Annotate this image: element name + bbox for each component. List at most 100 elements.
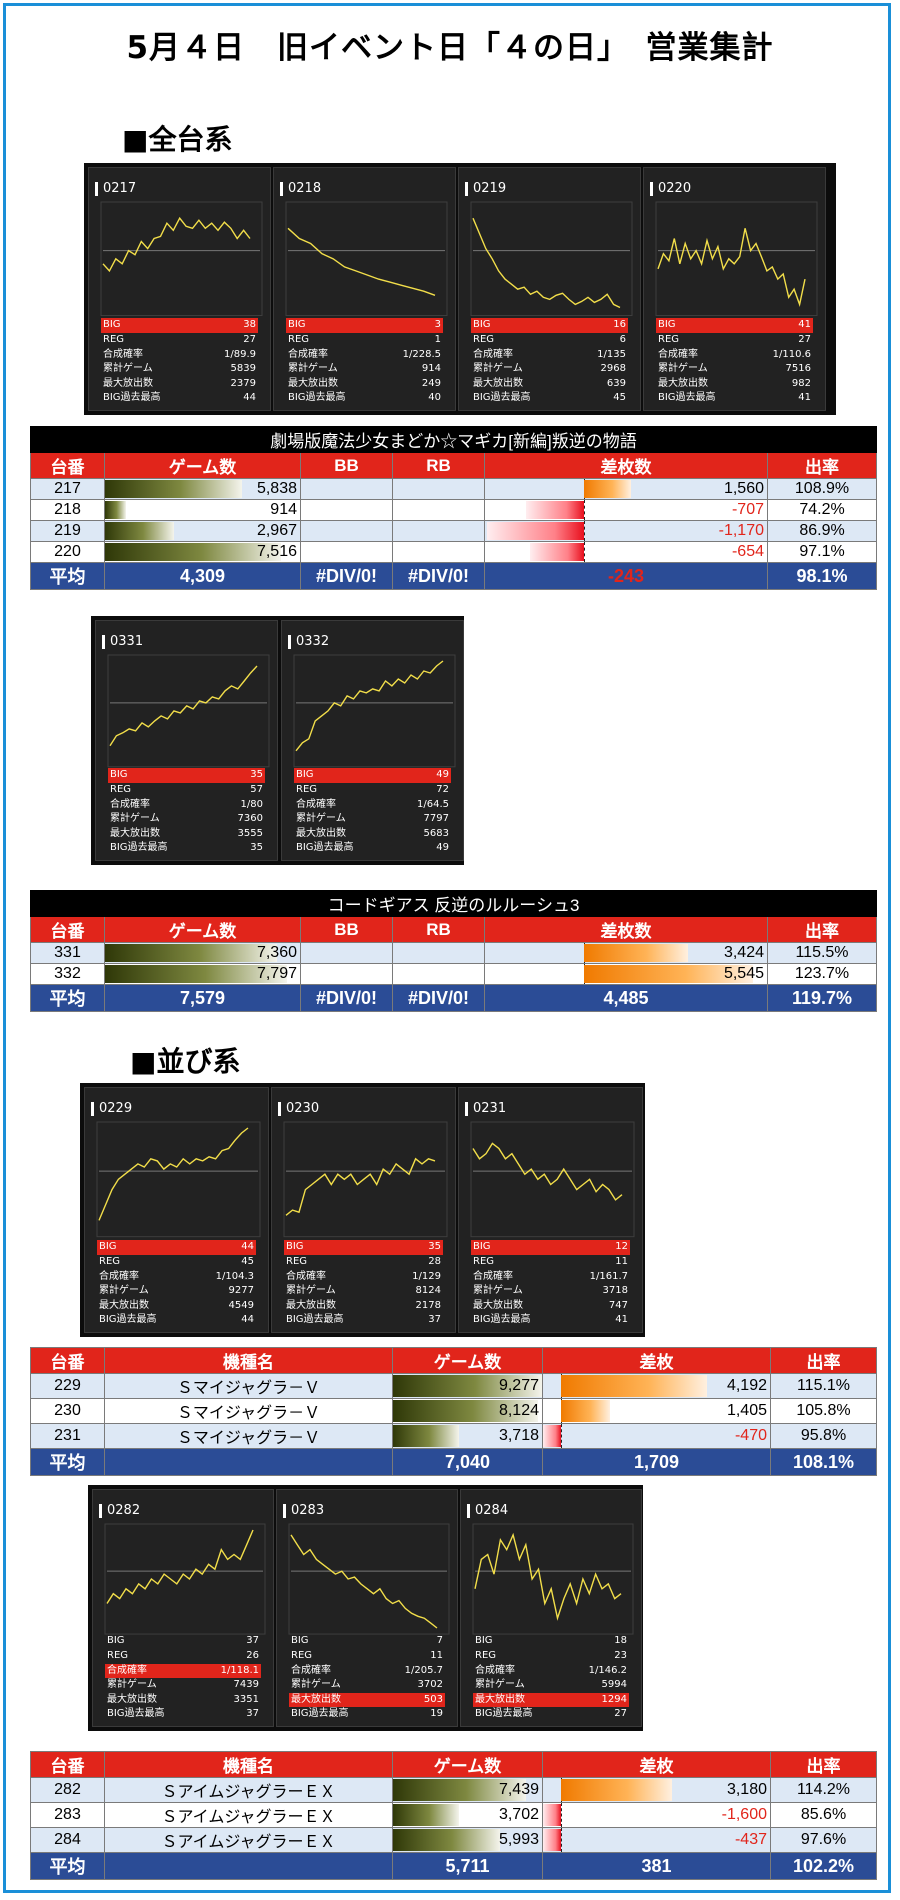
column-header[interactable]: 差枚 — [542, 1347, 771, 1374]
machine-card[interactable]: 0284 BIG 18 REG 23 合成確率 1/146.2 累計ゲーム 5994 最大放出数 1… — [460, 1489, 642, 1727]
stat-value: 72 — [436, 783, 449, 795]
machine-card[interactable]: 0219 BIG 16 REG 6 合成確率 1/135 累計ゲーム 2968 最大放出数 639 B… — [458, 167, 641, 411]
column-header[interactable]: 出率 — [766, 452, 878, 479]
page-title: 5月４日 旧イベント日「４の日」 営業集計 — [126, 30, 774, 66]
column-header[interactable]: 出率 — [770, 1347, 877, 1374]
machine-card[interactable]: 0217 BIG 38 REG 27 合成確率 1/89.9 累計ゲーム 5839 最大放出数 23… — [88, 167, 271, 411]
games-bar — [393, 1375, 542, 1397]
games-cell: 5,838 — [104, 478, 301, 500]
stat-row: BIG 7 — [289, 1634, 445, 1649]
stat-row: 最大放出数 1294 — [473, 1692, 629, 1708]
stat-value: 37 — [246, 1635, 259, 1647]
machine-card[interactable]: 0332 BIG 49 REG 72 合成確率 1/64.5 累計ゲーム 7797 最大放出数 56… — [281, 620, 464, 861]
table-row[interactable]: 220 7,516 -654 97.1% — [30, 541, 878, 563]
column-header[interactable]: 差枚数 — [484, 916, 768, 943]
average-games: 7,579 — [104, 984, 301, 1012]
machine-card[interactable]: 0331 BIG 35 REG 57 合成確率 1/80 累計ゲーム 7360 最大放出数 3555… — [95, 620, 278, 861]
stat-row: BIG 35 — [284, 1240, 443, 1255]
stat-value: 41 — [615, 1314, 628, 1326]
column-header[interactable]: ゲーム数 — [392, 1751, 543, 1778]
stat-row: BIG 3 — [286, 318, 443, 333]
stat-value: 1/161.7 — [589, 1270, 628, 1282]
stat-row: 最大放出数 4549 — [97, 1299, 256, 1314]
page-frame — [3, 3, 891, 1893]
table-row[interactable]: 283 ＳアイムジャグラーＥＸ 3,702 -1,600 85.6% — [30, 1802, 877, 1828]
machine-card[interactable]: 0231 BIG 12 REG 11 合成確率 1/161.7 累計ゲーム 3718 最大放出数 7… — [458, 1087, 643, 1333]
table-row[interactable]: 231 Ｓマイジャグラ－Ｖ 3,718 -470 95.8% — [30, 1423, 877, 1449]
column-header[interactable]: 台番 — [30, 1751, 105, 1778]
stat-value: 41 — [798, 392, 811, 404]
table-row[interactable]: 331 7,360 3,424 115.5% — [30, 942, 877, 964]
stat-value: 7516 — [785, 363, 811, 375]
column-header[interactable]: 出率 — [767, 916, 877, 943]
slump-graph — [283, 1121, 448, 1238]
graph-frame — [472, 1523, 634, 1635]
table-row[interactable]: 284 ＳアイムジャグラーＥＸ 5,993 -437 97.6% — [30, 1827, 877, 1853]
rate-cell: 97.1% — [766, 541, 878, 563]
column-header[interactable]: 機種名 — [104, 1751, 393, 1778]
diff-value: 1,560 — [723, 480, 764, 497]
column-header[interactable]: ゲーム数 — [392, 1347, 543, 1374]
machine-card[interactable]: 0220 BIG 41 REG 27 合成確率 1/110.6 累計ゲーム 7516 最大放出数 9… — [643, 167, 826, 411]
table-row[interactable]: 282 ＳアイムジャグラーＥＸ 7,439 3,180 114.2% — [30, 1777, 877, 1803]
average-row: 平均 5,711 381 102.2% — [30, 1852, 877, 1880]
average-diff: 4,485 — [484, 984, 768, 1012]
stat-row: 最大放出数 3351 — [105, 1693, 261, 1708]
stat-row: 最大放出数 3555 — [108, 827, 265, 842]
diff-bar — [561, 1400, 611, 1422]
diff-value: 3,424 — [723, 944, 764, 961]
rate-cell: 114.2% — [770, 1777, 877, 1803]
machine-card[interactable]: 0229 BIG 44 REG 45 合成確率 1/104.3 累計ゲーム 9277 最大放出数 4… — [84, 1087, 269, 1333]
stat-row: 累計ゲーム 7360 — [108, 812, 265, 827]
table-row[interactable]: 332 7,797 5,545 123.7% — [30, 963, 877, 985]
diff-value: 1,405 — [726, 1402, 767, 1419]
table-row[interactable]: 219 2,967 -1,170 86.9% — [30, 520, 878, 542]
table-row[interactable]: 229 Ｓマイジャグラ－Ｖ 9,277 4,192 115.1% — [30, 1373, 877, 1399]
diff-cell: 5,545 — [484, 963, 768, 985]
column-header[interactable]: BB — [300, 452, 393, 479]
stat-row: 最大放出数 747 — [471, 1299, 630, 1314]
machine-card[interactable]: 0230 BIG 35 REG 28 合成確率 1/129 累計ゲーム 8124 最大放出数 217… — [271, 1087, 456, 1333]
machine-number: 0284 — [467, 1504, 508, 1518]
stat-row: 最大放出数 639 — [471, 377, 628, 392]
machine-stats: BIG 3 REG 1 合成確率 1/228.5 累計ゲーム 914 最大放出数 249 BIG過去… — [286, 318, 443, 406]
stat-value: 9277 — [228, 1285, 254, 1297]
games-bar — [393, 1779, 526, 1801]
machine-stats: BIG 35 REG 28 合成確率 1/129 累計ゲーム 8124 最大放出数 2178 BIG… — [284, 1240, 443, 1328]
column-header[interactable]: ゲーム数 — [104, 452, 301, 479]
column-header[interactable]: 出率 — [770, 1751, 877, 1778]
machine-no-cell: 229 — [30, 1373, 105, 1399]
machine-card[interactable]: 0283 BIG 7 REG 11 合成確率 1/205.7 累計ゲーム 3702 最大放出数 50… — [276, 1489, 458, 1727]
stat-row: 累計ゲーム 2968 — [471, 362, 628, 377]
slump-line — [287, 227, 436, 296]
machine-card[interactable]: 0218 BIG 3 REG 1 合成確率 1/228.5 累計ゲーム 914 最大放出数 249 B… — [273, 167, 456, 411]
machine-table: コードギアス 反逆のルルーシュ3 台番 ゲーム数 BB RB 差枚数 出率 331 7,360 3… — [30, 890, 877, 1012]
table-row[interactable]: 218 914 -707 74.2% — [30, 499, 878, 521]
table-row[interactable]: 230 Ｓマイジャグラ－Ｖ 8,124 1,405 105.8% — [30, 1398, 877, 1424]
stat-label: REG — [103, 333, 125, 345]
graph-frame — [655, 201, 818, 317]
machine-no-cell: 231 — [30, 1423, 105, 1449]
column-header[interactable]: BB — [300, 916, 393, 943]
column-header[interactable]: 台番 — [30, 452, 105, 479]
stat-value: 18 — [614, 1635, 627, 1647]
stat-value: 57 — [250, 783, 263, 795]
machine-stats: BIG 44 REG 45 合成確率 1/104.3 累計ゲーム 9277 最大放出数 4549 B… — [97, 1240, 256, 1328]
column-header[interactable]: 台番 — [30, 916, 105, 943]
slump-graph — [104, 1523, 266, 1635]
column-header[interactable]: ゲーム数 — [104, 916, 301, 943]
stat-value: 37 — [428, 1314, 441, 1326]
games-value: 7,797 — [256, 965, 297, 982]
column-header[interactable]: 機種名 — [104, 1347, 393, 1374]
table-row[interactable]: 217 5,838 1,560 108.9% — [30, 478, 878, 500]
column-header[interactable]: RB — [392, 452, 485, 479]
column-header[interactable]: 差枚 — [542, 1751, 771, 1778]
machine-card[interactable]: 0282 BIG 37 REG 26 合成確率 1/118.1 累計ゲーム 7439 最大放出数 3… — [92, 1489, 274, 1727]
slump-graph — [472, 1523, 634, 1635]
slump-line — [109, 665, 258, 747]
column-header[interactable]: 台番 — [30, 1347, 105, 1374]
column-header[interactable]: 差枚数 — [484, 452, 768, 479]
column-header[interactable]: RB — [392, 916, 485, 943]
diff-value: 3,180 — [726, 1781, 767, 1798]
stat-value: 3702 — [417, 1679, 443, 1691]
